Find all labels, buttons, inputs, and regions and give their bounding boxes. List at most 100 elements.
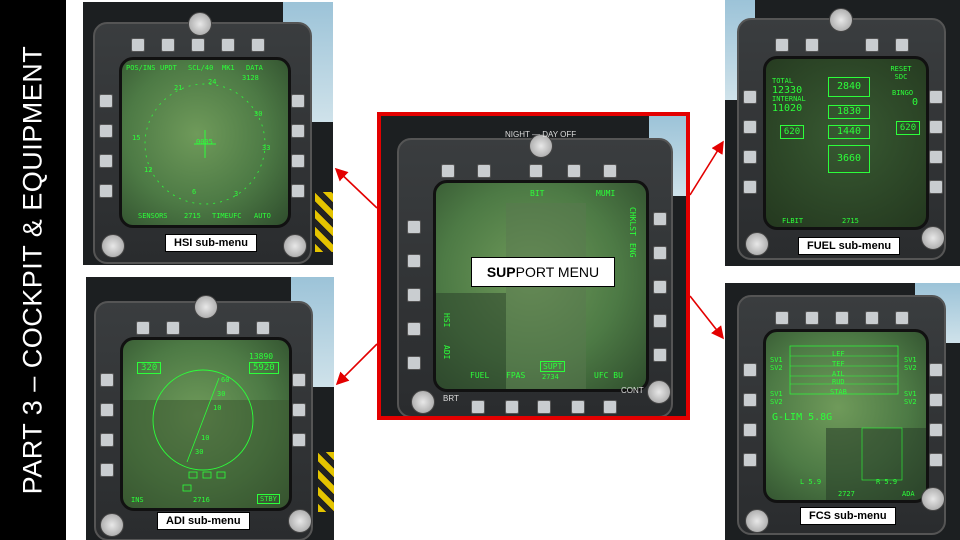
fcs-brt-knob[interactable] (745, 509, 769, 533)
support-option-mumi[interactable]: MUMI (596, 189, 616, 198)
fcs-top-button-5[interactable] (895, 311, 909, 325)
adi-left-button-3[interactable] (100, 433, 114, 447)
support-right-button-3[interactable] (653, 280, 667, 294)
fcs-top-button-2[interactable] (805, 311, 819, 325)
fuel-right-button-3[interactable] (929, 150, 943, 164)
hsi-left-button-4[interactable] (99, 184, 113, 198)
adi-top-button-3[interactable] (226, 321, 240, 335)
hsi-left-button-2[interactable] (99, 124, 113, 138)
fcs-left-button-3[interactable] (743, 423, 757, 437)
fcs-right-button-3[interactable] (929, 423, 943, 437)
support-left-button-4[interactable] (407, 322, 421, 336)
hsi-right-button-2[interactable] (291, 124, 305, 138)
hsi-right-button-1[interactable] (291, 94, 305, 108)
fcs-cont-knob[interactable] (921, 487, 945, 511)
fuel-top-button-1[interactable] (775, 38, 789, 52)
adi-right-button-2[interactable] (292, 403, 306, 417)
support-option-bit[interactable]: BIT (530, 189, 545, 198)
adi-right-button-1[interactable] (292, 373, 306, 387)
support-option-hsi[interactable]: HSI (442, 313, 451, 328)
hsi-top-button-4[interactable] (221, 38, 235, 52)
adi-top-button-1[interactable] (136, 321, 150, 335)
hsi-option-auto[interactable]: AUTO (254, 212, 271, 220)
hsi-right-button-4[interactable] (291, 184, 305, 198)
fcs-left-button-1[interactable] (743, 363, 757, 377)
support-bottom-button-5[interactable] (603, 400, 617, 414)
hsi-brightness-knob[interactable] (188, 12, 212, 36)
support-right-button-5[interactable] (653, 348, 667, 362)
hsi-cont-knob[interactable] (283, 234, 307, 258)
support-left-button-2[interactable] (407, 254, 421, 268)
support-bottom-button-4[interactable] (571, 400, 585, 414)
hsi-top-button-2[interactable] (161, 38, 175, 52)
support-cont-knob[interactable] (647, 380, 671, 404)
hsi-top-button-5[interactable] (251, 38, 265, 52)
fuel-cont-knob[interactable] (921, 226, 945, 250)
fuel-brightness-knob[interactable] (829, 8, 853, 32)
hsi-option-timeufc[interactable]: TIMEUFC (212, 212, 242, 220)
hsi-option-pos-ins[interactable]: POS/INS (126, 64, 156, 72)
fuel-option-flbit[interactable]: FLBIT (782, 217, 804, 225)
fcs-top-button-3[interactable] (835, 311, 849, 325)
adi-option-stby[interactable]: STBY (257, 494, 280, 504)
fuel-top-button-3[interactable] (865, 38, 879, 52)
fuel-reset-sdc[interactable]: RESET SDC (890, 65, 912, 81)
fuel-top-button-2[interactable] (805, 38, 819, 52)
adi-left-button-4[interactable] (100, 463, 114, 477)
support-right-button-1[interactable] (653, 212, 667, 226)
fuel-top-button-4[interactable] (895, 38, 909, 52)
fuel-left-button-3[interactable] (743, 150, 757, 164)
support-brt-knob[interactable] (411, 390, 435, 414)
adi-left-button-2[interactable] (100, 403, 114, 417)
support-top-button-4[interactable] (567, 164, 581, 178)
support-bottom-button-2[interactable] (505, 400, 519, 414)
adi-top-button-4[interactable] (256, 321, 270, 335)
adi-top-button-2[interactable] (166, 321, 180, 335)
hsi-brt-knob[interactable] (101, 234, 125, 258)
support-right-button-2[interactable] (653, 246, 667, 260)
support-bottom-button-1[interactable] (471, 400, 485, 414)
hsi-top-button-1[interactable] (131, 38, 145, 52)
fuel-left-button-4[interactable] (743, 180, 757, 194)
support-option-adi[interactable]: ADI (442, 345, 451, 360)
fuel-brt-knob[interactable] (745, 232, 769, 256)
support-option-eng[interactable]: ENG (628, 243, 637, 258)
fcs-left-button-2[interactable] (743, 393, 757, 407)
support-left-button-1[interactable] (407, 220, 421, 234)
fcs-right-button-4[interactable] (929, 453, 943, 467)
support-right-button-4[interactable] (653, 314, 667, 328)
hsi-right-button-3[interactable] (291, 154, 305, 168)
support-top-button-3[interactable] (529, 164, 543, 178)
fuel-right-button-4[interactable] (929, 180, 943, 194)
support-left-button-5[interactable] (407, 356, 421, 370)
hsi-option-mk1[interactable]: MK1 (222, 64, 235, 72)
fuel-right-button-1[interactable] (929, 90, 943, 104)
adi-left-button-1[interactable] (100, 373, 114, 387)
hsi-option-sensors[interactable]: SENSORS (138, 212, 168, 220)
fcs-top-button-4[interactable] (865, 311, 879, 325)
fcs-right-button-1[interactable] (929, 363, 943, 377)
adi-right-button-3[interactable] (292, 433, 306, 447)
hsi-top-button-3[interactable] (191, 38, 205, 52)
hsi-option-updt[interactable]: UPDT (160, 64, 177, 72)
fcs-left-button-4[interactable] (743, 453, 757, 467)
hsi-option-data[interactable]: DATA (246, 64, 263, 72)
support-option-ufc-bu[interactable]: UFC BU (594, 371, 623, 380)
fcs-top-button-1[interactable] (775, 311, 789, 325)
support-bottom-button-3[interactable] (537, 400, 551, 414)
hsi-option-scl[interactable]: SCL/40 (188, 64, 214, 72)
support-option-fpas[interactable]: FPAS (506, 371, 526, 380)
support-brightness-knob[interactable] (529, 134, 553, 158)
adi-cont-knob[interactable] (288, 509, 312, 533)
support-top-button-2[interactable] (477, 164, 491, 178)
adi-brightness-knob[interactable] (194, 295, 218, 319)
support-top-button-1[interactable] (441, 164, 455, 178)
support-option-chklst[interactable]: CHKLST (628, 207, 637, 236)
fcs-right-button-2[interactable] (929, 393, 943, 407)
support-left-button-3[interactable] (407, 288, 421, 302)
fuel-left-button-1[interactable] (743, 90, 757, 104)
adi-brt-knob[interactable] (100, 513, 124, 537)
fcs-option-ada[interactable]: ADA (902, 490, 915, 498)
adi-option-ins[interactable]: INS (131, 496, 144, 504)
hsi-left-button-3[interactable] (99, 154, 113, 168)
